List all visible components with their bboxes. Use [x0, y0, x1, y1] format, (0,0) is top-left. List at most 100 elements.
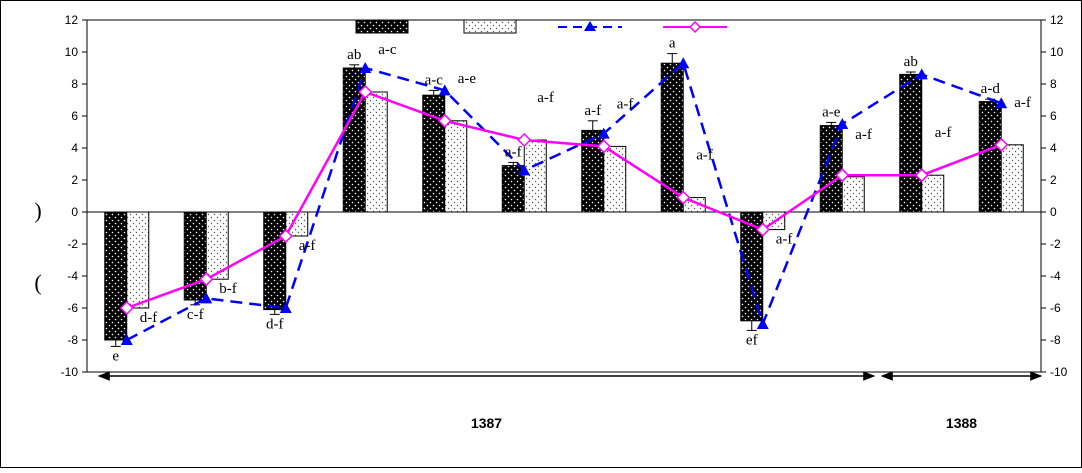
diamond-marker	[755, 222, 770, 237]
diamond-marker	[437, 113, 452, 128]
bar-light-label: a-f	[776, 232, 793, 248]
triangle-marker	[836, 118, 849, 129]
bar-dark-label: c-f	[187, 307, 204, 323]
y-tick-label-right: 6	[1050, 109, 1057, 123]
period-label: 1387	[471, 415, 502, 431]
bar-light	[682, 197, 706, 213]
y-tick-label-right: 12	[1050, 13, 1064, 27]
y-tick-label-right: -2	[1050, 237, 1061, 251]
triangle-marker	[756, 318, 769, 329]
y-tick-label-right: -8	[1050, 333, 1061, 347]
y-tick-label-left: 6	[71, 109, 78, 123]
y-tick-label-right: 0	[1050, 205, 1057, 219]
y-tick-label-left: 8	[71, 77, 78, 91]
bar-light	[523, 139, 547, 213]
triangle-marker	[995, 97, 1008, 109]
bar-dark-label: ab	[347, 47, 361, 63]
diamond-marker	[835, 168, 850, 183]
bar-light-label: d-f	[140, 310, 158, 326]
legend	[355, 19, 727, 34]
bar-dark	[104, 211, 128, 341]
y-axis-right: -10 -8 -6 -4 -2 0 2 4 6 8 10 12	[1041, 13, 1068, 379]
bar-light	[285, 211, 309, 237]
period-label: 1388	[946, 415, 977, 431]
bar-light	[364, 91, 388, 213]
y-tick-label-left: -6	[67, 301, 78, 315]
triangle-marker	[120, 334, 133, 345]
y-tick-label-left: -10	[61, 365, 79, 379]
y-tick-label-left: 0	[71, 205, 78, 219]
y-tick-label-right: -6	[1050, 301, 1061, 315]
bar-light-label: b-f	[219, 281, 237, 297]
triangle-marker	[518, 164, 531, 176]
y-tick-label-left: -8	[67, 333, 78, 347]
bar-dark-label: d-f	[266, 316, 284, 332]
triangle-marker	[597, 127, 610, 139]
y-tick-label-left: 10	[65, 45, 79, 59]
bar-light	[444, 120, 468, 213]
bar-light-label: a-f	[617, 96, 634, 112]
bar-light-label: a-f	[855, 127, 872, 143]
diamond-marker	[358, 84, 373, 100]
diamond-marker	[596, 139, 611, 154]
bar-light	[921, 174, 945, 213]
triangle-marker	[677, 57, 690, 69]
triangle-marker	[359, 62, 372, 73]
bar-light-label: a-f	[935, 125, 952, 141]
bar-dark	[819, 125, 843, 213]
bar-dark	[899, 73, 923, 213]
bar-light	[205, 211, 229, 280]
y-tick-label-right: 2	[1050, 173, 1057, 187]
diamond-marker	[914, 168, 929, 183]
series-lines	[119, 57, 1009, 345]
bar-light-label: a-f	[1014, 95, 1031, 111]
triangle-marker	[915, 68, 928, 80]
diamond-marker	[119, 300, 134, 316]
bar-light	[126, 211, 150, 309]
y-tick-label-left: 2	[71, 173, 78, 187]
diamond-marker	[676, 190, 691, 205]
bar-dark	[978, 101, 1002, 213]
y-tick-label-left: 4	[71, 141, 78, 155]
y-tick-label-right: -4	[1050, 269, 1061, 283]
bar-dark	[263, 211, 287, 311]
bar-light-label: a-f	[299, 238, 316, 254]
diamond-marker	[199, 272, 214, 287]
legend-swatch-dark-bars	[355, 19, 409, 34]
bar-dark-label: a-f	[584, 103, 601, 119]
bar-dark-label: a-d	[981, 81, 1001, 97]
bar-dark-label: ab	[904, 54, 918, 70]
y-tick-label-right: -10	[1050, 365, 1068, 379]
diamond-marker	[278, 228, 293, 244]
y-tick-label-right: 4	[1050, 141, 1057, 155]
y-tick-label-left: -4	[67, 269, 78, 283]
y-tick-label-left: 12	[65, 13, 79, 27]
diamond-marker	[517, 132, 532, 148]
bar-light-label: a-c	[378, 42, 397, 58]
bar-light-label: a-f	[537, 90, 554, 106]
bar-dark-label: e	[112, 348, 119, 364]
bar-light	[841, 176, 865, 213]
triangle-marker	[279, 302, 292, 313]
legend-marker-triangle	[584, 21, 596, 31]
bar-dark-label: ef	[746, 332, 758, 348]
bar-letter-labels: e c-f d-f ab a-c a-f a-f a ef a-e ab a-d d-f b-f a-f a-…	[112, 36, 1030, 365]
bar-dark-label: a	[669, 36, 676, 52]
line-dashed	[126, 60, 1002, 342]
y-tick-label-left: -2	[67, 237, 78, 251]
y-tick-label-right: 8	[1050, 77, 1057, 91]
legend-swatch-light-bars	[463, 19, 517, 34]
y-axis-left: -10 -8 -6 -4 -2 0 2 4 6 8 10 12	[61, 13, 1041, 379]
bar-light	[1000, 144, 1024, 213]
triangle-marker	[200, 292, 213, 304]
triangle-marker	[438, 84, 451, 96]
bar-dark-label: a-c	[425, 72, 444, 88]
bar-light-label: a-f	[696, 148, 713, 164]
series-light-bars	[126, 91, 1024, 309]
y-tick-label-right: 10	[1050, 45, 1064, 59]
line-solid	[126, 90, 1002, 310]
y-axis-left-label-open: (	[34, 270, 41, 295]
